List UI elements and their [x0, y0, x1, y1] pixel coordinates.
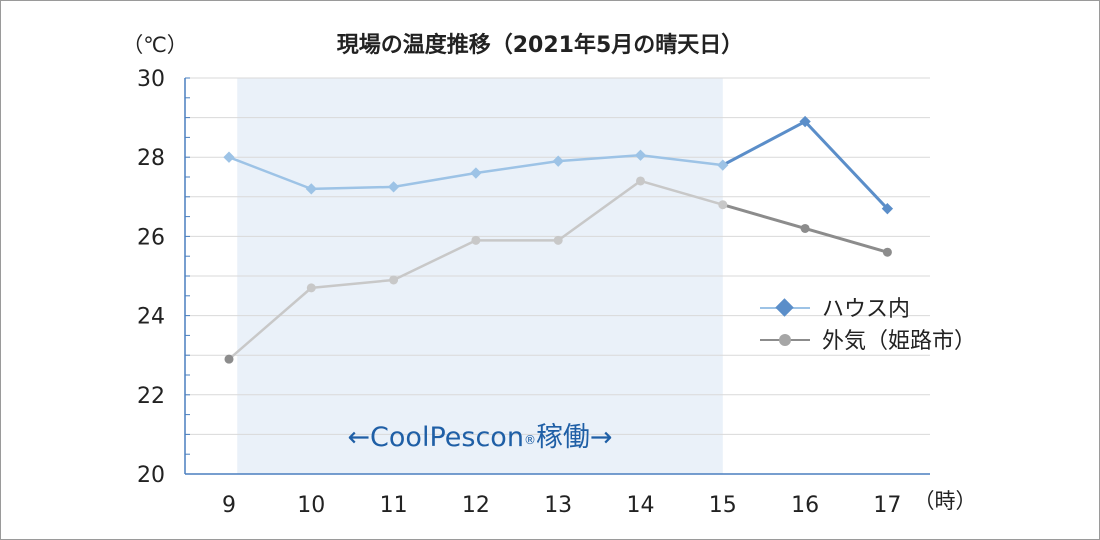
- x-tick-label: 11: [380, 493, 408, 518]
- x-tick-label: 13: [544, 493, 572, 518]
- series-0-segment: [556, 153, 642, 163]
- x-tick-label: 10: [297, 493, 325, 518]
- series-0-point: [305, 183, 317, 195]
- series-1-point: [636, 176, 645, 186]
- series-0-point: [470, 167, 482, 179]
- x-tick-label: 16: [791, 493, 819, 518]
- series-1-segment: [556, 179, 642, 242]
- y-tick-label: 20: [137, 463, 165, 488]
- band-label-left: ←CoolPescon: [347, 422, 524, 453]
- legend-outdoor-label: 外気（姫路市）: [822, 329, 976, 354]
- legend-outdoor-circle-icon: [779, 334, 791, 346]
- x-tick-label: 17: [873, 493, 901, 518]
- series-0-point: [223, 151, 235, 163]
- series-1-segment: [227, 286, 313, 361]
- y-axis-unit-label: （℃）: [122, 33, 188, 57]
- x-tick-label: 9: [222, 493, 236, 518]
- y-tick-label: 24: [137, 305, 165, 330]
- series-0-segment: [310, 185, 395, 191]
- series-1-segment: [803, 226, 889, 254]
- series-0-point: [387, 181, 400, 193]
- y-tick-label: 30: [137, 67, 165, 92]
- series-1-segment: [639, 179, 725, 206]
- y-tick-label: 28: [137, 146, 165, 171]
- y-tick-label: 22: [137, 384, 165, 409]
- series-0-segment: [803, 120, 889, 211]
- series-0-point: [717, 159, 729, 171]
- y-tick-label: 26: [137, 225, 165, 250]
- series-0-point: [881, 203, 894, 215]
- series-1-segment: [310, 278, 395, 290]
- series-0-point: [634, 149, 647, 161]
- series-0-segment: [639, 153, 725, 167]
- chart-title: 現場の温度推移（2021年5月の晴天日）: [337, 32, 744, 58]
- series-1-point: [224, 354, 234, 364]
- band-label-reg: ®: [524, 433, 536, 447]
- series-1-point: [800, 223, 810, 233]
- series-1-point: [306, 283, 316, 293]
- series-1-point: [718, 200, 728, 210]
- band-label: ←CoolPescon®稼働→: [347, 422, 612, 453]
- series-0-segment: [227, 155, 313, 191]
- band-label-right: 稼働→: [536, 422, 613, 453]
- series-1-point: [882, 247, 892, 257]
- x-tick-label: 12: [462, 493, 490, 518]
- series-lines: [223, 115, 894, 364]
- legend-item-house: ハウス内: [760, 297, 910, 322]
- axes: 20 22 24 26 28 30 9 10 11 12 13 14 15 16 17: [137, 67, 930, 518]
- series-1-segment: [721, 203, 807, 230]
- series-1-point: [471, 235, 481, 245]
- legend-house-label: ハウス内: [822, 297, 910, 322]
- series-0-segment: [721, 120, 807, 167]
- x-tick-label: 14: [627, 493, 655, 518]
- legend: ハウス内 外気（姫路市）: [760, 297, 976, 354]
- x-tick-label: 15: [709, 493, 737, 518]
- series-1-segment: [392, 239, 478, 282]
- x-axis-unit-label: （時）: [914, 489, 977, 513]
- series-0-point: [552, 155, 564, 167]
- legend-item-outdoor: 外気（姫路市）: [760, 329, 976, 354]
- series-1-point: [553, 235, 563, 245]
- series-0-segment: [474, 159, 560, 175]
- series-0-segment: [392, 171, 478, 189]
- legend-house-diamond-icon: [775, 298, 794, 317]
- series-1-point: [389, 275, 399, 285]
